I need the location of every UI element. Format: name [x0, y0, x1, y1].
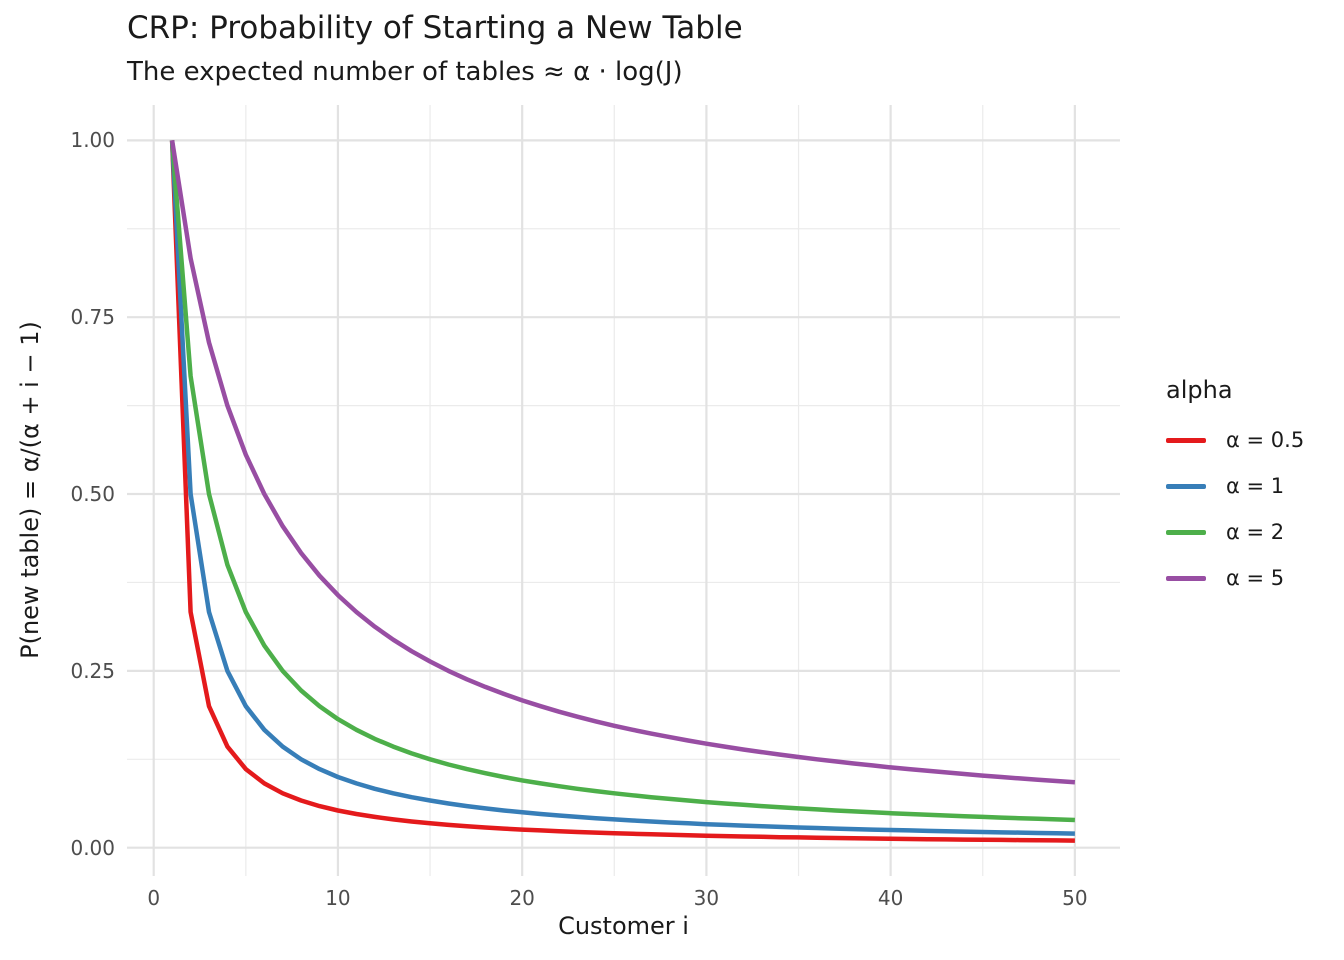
x-axis-title: Customer i — [558, 912, 689, 940]
y-tick-label: 0.75 — [70, 305, 115, 330]
x-tick-label: 0 — [147, 886, 161, 910]
legend-item: α = 5 — [1166, 555, 1304, 601]
x-tick-label: 30 — [693, 886, 720, 910]
legend-line-swatch — [1166, 483, 1206, 489]
y-tick-label: 1.00 — [70, 128, 115, 153]
legend-label: α = 0.5 — [1226, 428, 1305, 452]
chart-subtitle: The expected number of tables ≈ α · log(… — [127, 57, 683, 87]
legend: alpha α = 0.5 α = 1 α = 2 α = 5 — [1166, 376, 1304, 601]
legend-items: α = 0.5 α = 1 α = 2 α = 5 — [1166, 417, 1304, 601]
plot-panel — [127, 105, 1120, 876]
y-tick-label: 0.50 — [70, 482, 115, 507]
legend-line-swatch — [1166, 529, 1206, 535]
curve-alpha-1 — [169, 140, 1075, 836]
y-axis-title: P(new table) = α/(α + i − 1) — [16, 321, 44, 659]
legend-label: α = 5 — [1226, 566, 1285, 590]
x-tick-label: 50 — [1062, 886, 1088, 910]
legend-line-swatch — [1166, 437, 1206, 443]
legend-title: alpha — [1166, 376, 1233, 404]
curve-alpha-2 — [169, 140, 1075, 823]
legend-item: α = 2 — [1166, 509, 1304, 555]
legend-line-swatch — [1166, 575, 1206, 581]
x-tick-label: 40 — [877, 886, 904, 910]
legend-label: α = 2 — [1226, 520, 1285, 544]
legend-label: α = 1 — [1226, 474, 1285, 498]
y-tick-label: 0.25 — [70, 658, 115, 683]
x-tick-label: 20 — [509, 886, 535, 910]
y-tick-label: 0.00 — [70, 835, 115, 860]
plot-canvas — [127, 105, 1120, 876]
curve-alpha-0.5 — [169, 140, 1075, 843]
x-tick-label: 10 — [325, 886, 351, 910]
curve-alpha-5 — [169, 140, 1076, 785]
legend-item: α = 0.5 — [1166, 417, 1304, 463]
chart-title: CRP: Probability of Starting a New Table — [127, 10, 743, 46]
legend-item: α = 1 — [1166, 463, 1304, 509]
